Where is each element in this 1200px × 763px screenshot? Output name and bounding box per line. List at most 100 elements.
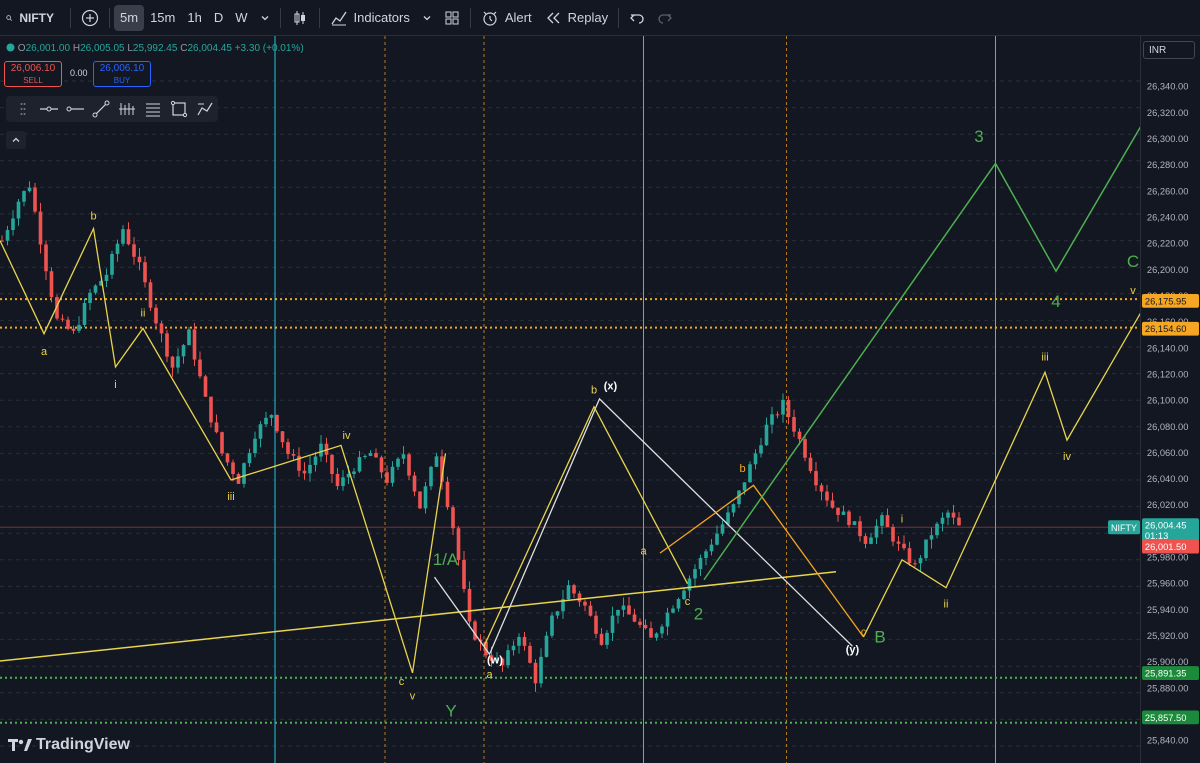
candle-body-14	[77, 324, 81, 331]
low-value: 25,992.45	[132, 43, 178, 54]
candle-24	[132, 237, 136, 265]
candle-42	[231, 459, 235, 482]
interval-dropdown[interactable]	[254, 5, 276, 31]
candle-body-43	[236, 474, 241, 484]
collapse-toolbar-button[interactable]	[6, 131, 26, 149]
interval-15m[interactable]: 15m	[150, 10, 176, 25]
indicators-dropdown[interactable]	[416, 5, 438, 31]
candle-body-167	[918, 558, 923, 564]
candle-body-59	[324, 443, 329, 455]
candle-140	[770, 406, 774, 434]
compare-button[interactable]	[75, 5, 105, 31]
candle-body-145	[797, 431, 802, 440]
candle-body-174	[957, 517, 961, 526]
candle-4	[22, 190, 26, 207]
replay-button[interactable]: Replay	[538, 5, 614, 31]
pitchfork-tool[interactable]	[114, 98, 140, 120]
chart-type-button[interactable]	[285, 5, 315, 31]
candle-body-130	[715, 533, 719, 545]
indicators-button[interactable]: Indicators	[324, 5, 416, 31]
candle-152	[836, 507, 840, 522]
candle-body-48	[264, 417, 268, 425]
candle-49	[269, 414, 274, 427]
alert-button[interactable]: Alert	[475, 5, 538, 31]
trend-line-tool[interactable]	[88, 98, 114, 120]
horizontal-line-tool[interactable]	[36, 98, 62, 120]
interval-d[interactable]: D	[213, 10, 224, 25]
high-value: 26,005.05	[80, 43, 125, 54]
candle-body-172	[946, 512, 950, 518]
candle-body-101	[555, 611, 560, 616]
interval-5m[interactable]: 5m	[114, 4, 145, 31]
candle-0	[0, 235, 4, 242]
y-tick-label-7: 25,980.00	[1147, 553, 1189, 563]
candle-body-142	[781, 399, 785, 415]
candle-body-127	[698, 557, 703, 570]
wave-label-9: 1/A	[433, 550, 459, 569]
rectangle-tool[interactable]	[166, 98, 192, 120]
redo-button[interactable]	[651, 5, 679, 31]
layouts-button[interactable]	[438, 5, 466, 31]
candle-9	[49, 267, 54, 303]
candle-body-162	[891, 527, 895, 542]
candle-14	[77, 316, 81, 334]
candle-body-76	[418, 491, 422, 509]
wave-label-17: b	[739, 463, 745, 475]
wave-yellow-projection	[862, 312, 1140, 638]
candle-body-84	[462, 559, 466, 589]
candle-body-169	[929, 535, 934, 540]
interval-1h[interactable]: 1h	[187, 10, 202, 25]
candle-body-58	[319, 443, 323, 457]
candle-body-80	[440, 456, 444, 482]
candle-body-110	[605, 632, 609, 645]
sell-button[interactable]: 26,006.10 SELL	[4, 61, 62, 87]
prev-close-marker-text: 26,001.50	[1145, 542, 1187, 552]
buy-price: 26,006.10	[99, 63, 145, 74]
candle-body-137	[753, 453, 758, 465]
candle-body-69	[379, 457, 384, 473]
candle-body-13	[71, 328, 76, 331]
candle-98	[539, 648, 543, 688]
drag-handle[interactable]	[10, 98, 36, 120]
candle-body-149	[819, 485, 824, 492]
symbol-price-tag-text: NIFTY	[1111, 523, 1137, 533]
symbol-search[interactable]: NIFTY	[0, 5, 60, 31]
candle-135	[742, 482, 747, 495]
horizontal-ray-tool[interactable]	[62, 98, 88, 120]
candle-30	[165, 330, 169, 363]
currency-selector[interactable]: INR	[1143, 41, 1195, 59]
candle-84	[462, 551, 466, 593]
candle-body-30	[165, 333, 169, 357]
candle-120	[660, 624, 664, 639]
candle-132	[726, 506, 730, 527]
candle-171	[940, 512, 945, 532]
candle-102	[561, 590, 565, 619]
candle-body-107	[588, 605, 593, 616]
interval-w[interactable]: W	[235, 10, 248, 25]
chevron-up-icon	[12, 137, 20, 142]
candle-body-70	[385, 472, 389, 483]
candle-106	[583, 599, 587, 612]
candle-35	[192, 322, 197, 367]
candle-body-85	[467, 588, 472, 622]
wave-label-3: i	[114, 379, 116, 391]
candle-150	[825, 484, 829, 507]
rectangle-icon	[170, 100, 188, 118]
candle-60	[330, 454, 334, 484]
candle-40	[220, 431, 224, 457]
price-axis[interactable]: 25,840.0025,860.0025,880.0025,900.0025,9…	[1140, 36, 1200, 763]
candle-body-126	[693, 569, 697, 579]
alert-label: Alert	[504, 10, 532, 25]
candle-body-152	[836, 507, 840, 515]
candle-body-100	[550, 615, 554, 636]
candle-27	[148, 279, 153, 312]
candle-body-120	[660, 626, 664, 634]
buy-button[interactable]: 26,006.10 BUY	[93, 61, 151, 87]
candle-44	[242, 462, 246, 488]
candle-129	[709, 538, 714, 556]
candle-body-111	[610, 615, 615, 633]
path-tool[interactable]	[192, 98, 218, 120]
undo-button[interactable]	[623, 5, 651, 31]
fib-retracement-tool[interactable]	[140, 98, 166, 120]
